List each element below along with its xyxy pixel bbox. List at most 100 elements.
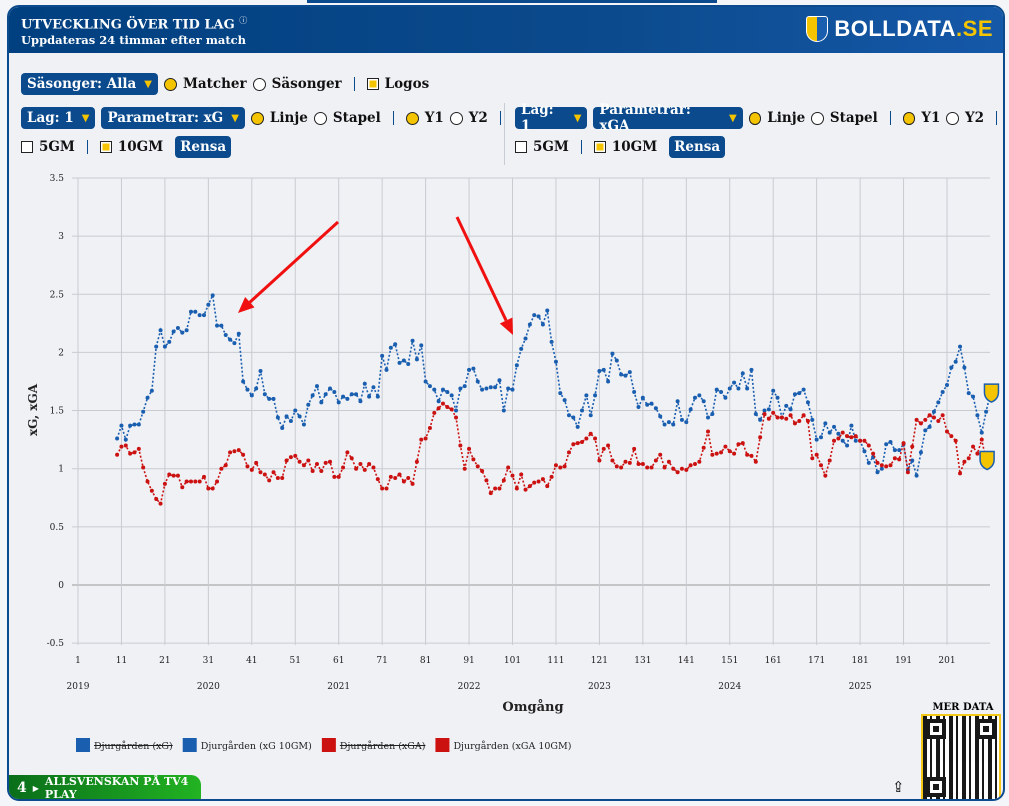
data-point xyxy=(566,413,571,418)
data-point xyxy=(419,437,424,442)
x-tick-label: 121 xyxy=(591,656,608,666)
legend-item[interactable]: Djurgården (xGA 10GM) xyxy=(453,740,571,752)
y-tick-label: 3 xyxy=(58,232,64,242)
shield-icon xyxy=(806,16,829,42)
data-point xyxy=(232,341,237,346)
data-point xyxy=(249,467,254,472)
linje-radio-left[interactable] xyxy=(250,111,264,125)
y1-radio-right[interactable] xyxy=(902,111,916,125)
data-point xyxy=(858,438,863,443)
data-point xyxy=(958,471,963,476)
10gm-checkbox-left[interactable] xyxy=(99,141,112,153)
data-point xyxy=(927,413,932,418)
data-point xyxy=(562,464,567,469)
data-point xyxy=(627,460,632,465)
data-point xyxy=(414,357,419,362)
lag-select-left[interactable]: Lag: 1 ▼ xyxy=(21,107,96,129)
data-point xyxy=(918,421,923,426)
data-point xyxy=(558,391,563,396)
data-point xyxy=(145,395,150,400)
data-point xyxy=(371,465,376,470)
5gm-checkbox-left[interactable] xyxy=(21,141,33,153)
legend-item[interactable]: Djurgården (xG 10GM) xyxy=(201,740,312,752)
data-point xyxy=(719,389,724,394)
rensa-button-right[interactable]: Rensa xyxy=(669,136,726,158)
data-point xyxy=(875,470,880,475)
stapel-radio-right[interactable] xyxy=(811,111,824,125)
10gm-checkbox-right[interactable] xyxy=(593,141,606,153)
stapel-label: Stapel xyxy=(829,110,878,126)
team-logo-icon xyxy=(979,450,995,471)
sasonger-radio[interactable] xyxy=(252,77,266,91)
linje-radio-right[interactable] xyxy=(748,111,762,125)
data-point xyxy=(593,436,598,441)
param-select-left[interactable]: Parametrar: xG ▼ xyxy=(101,107,245,129)
param-select-right[interactable]: Parametrar: xGA ▼ xyxy=(593,102,743,134)
data-point xyxy=(601,446,606,451)
year-label: 2023 xyxy=(588,682,611,692)
data-point xyxy=(184,479,189,484)
data-point xyxy=(197,313,202,318)
qr-finder xyxy=(926,777,946,797)
data-point xyxy=(332,389,337,394)
seasons-select[interactable]: Säsonger: Alla ▼ xyxy=(21,73,158,95)
data-point xyxy=(354,466,359,471)
data-point xyxy=(523,336,528,341)
data-point xyxy=(167,339,172,344)
data-point xyxy=(897,448,902,453)
data-point xyxy=(545,484,550,489)
data-point xyxy=(575,424,580,429)
data-point xyxy=(766,407,771,412)
data-point xyxy=(471,366,476,371)
y2-radio-right[interactable] xyxy=(946,111,960,125)
data-point xyxy=(149,388,154,393)
data-point xyxy=(818,463,823,468)
info-icon[interactable]: ⓘ xyxy=(239,16,248,25)
tv4-play-banner[interactable]: 4 ▶ ALLSVENSKAN PÅ TV4 PLAY xyxy=(9,775,201,799)
data-point xyxy=(154,344,159,349)
data-point xyxy=(927,424,932,429)
data-point xyxy=(940,389,945,394)
global-controls: Säsonger: Alla ▼ Matcher Säsonger Logos xyxy=(21,73,429,95)
data-point xyxy=(467,367,472,372)
logos-checkbox[interactable] xyxy=(366,78,379,90)
data-point xyxy=(853,434,858,439)
data-point xyxy=(445,389,450,394)
data-point xyxy=(623,373,628,378)
data-point xyxy=(562,398,567,403)
data-point xyxy=(845,434,850,439)
data-point xyxy=(801,387,806,392)
qr-code[interactable] xyxy=(921,714,1001,799)
data-point xyxy=(545,308,550,313)
data-point xyxy=(753,412,758,417)
data-point xyxy=(249,393,254,398)
widget-subtitle: Uppdateras 24 timmar efter match xyxy=(21,33,247,47)
param-label: Parametrar: xG xyxy=(107,110,224,126)
right-series-controls: Lag: 1 ▼ Parametrar: xGA ▼ Linje Stapel Y1… xyxy=(515,102,1003,134)
x-tick-label: 141 xyxy=(678,656,695,666)
data-point xyxy=(367,394,372,399)
rensa-button-left[interactable]: Rensa xyxy=(175,136,232,158)
y1-radio-left[interactable] xyxy=(405,111,419,125)
data-point xyxy=(293,453,298,458)
caret-down-icon: ▼ xyxy=(573,112,582,124)
data-point xyxy=(575,441,580,446)
data-point xyxy=(792,421,797,426)
data-point xyxy=(354,392,359,397)
share-icon[interactable]: ⇪ xyxy=(892,778,905,796)
data-point xyxy=(536,479,541,484)
data-point xyxy=(336,400,341,405)
x-tick-label: 1 xyxy=(75,656,81,666)
year-label: 2022 xyxy=(458,682,481,692)
bolldata-logo[interactable]: BOLLDATA .SE xyxy=(806,16,993,42)
data-point xyxy=(358,462,363,467)
y2-radio-left[interactable] xyxy=(449,111,463,125)
lag-select-right[interactable]: Lag: 1 ▼ xyxy=(515,102,588,134)
stapel-radio-left[interactable] xyxy=(313,111,327,125)
caret-down-icon: ▼ xyxy=(231,112,239,124)
data-point xyxy=(571,442,576,447)
matcher-radio[interactable] xyxy=(163,77,177,91)
5gm-checkbox-right[interactable] xyxy=(515,141,527,153)
data-point xyxy=(210,486,215,491)
data-point xyxy=(423,436,428,441)
